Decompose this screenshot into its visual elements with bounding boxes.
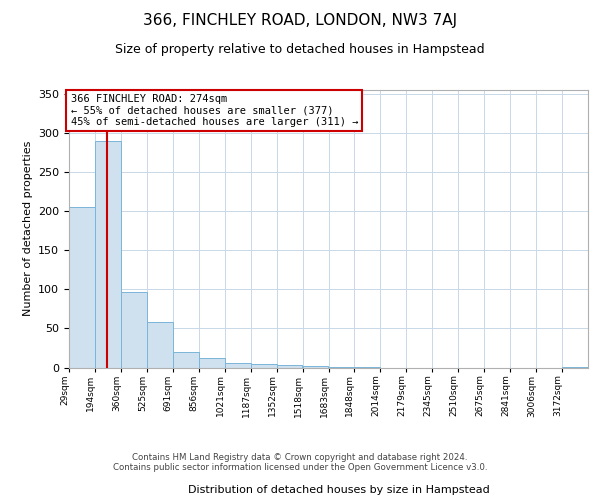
Bar xyxy=(251,364,277,368)
Bar xyxy=(121,292,147,368)
Bar xyxy=(199,358,224,368)
Bar xyxy=(224,363,251,368)
Bar xyxy=(277,365,302,368)
Text: Size of property relative to detached houses in Hampstead: Size of property relative to detached ho… xyxy=(115,42,485,56)
Bar xyxy=(329,366,355,368)
Text: Contains HM Land Registry data © Crown copyright and database right 2024.
Contai: Contains HM Land Registry data © Crown c… xyxy=(113,453,487,472)
Text: Distribution of detached houses by size in Hampstead: Distribution of detached houses by size … xyxy=(188,485,490,495)
Bar xyxy=(302,366,329,368)
Text: 366 FINCHLEY ROAD: 274sqm
← 55% of detached houses are smaller (377)
45% of semi: 366 FINCHLEY ROAD: 274sqm ← 55% of detac… xyxy=(71,94,358,127)
Bar xyxy=(562,366,588,368)
Bar xyxy=(69,208,95,368)
Bar xyxy=(355,366,380,368)
Text: 366, FINCHLEY ROAD, LONDON, NW3 7AJ: 366, FINCHLEY ROAD, LONDON, NW3 7AJ xyxy=(143,12,457,28)
Bar xyxy=(95,141,121,368)
Y-axis label: Number of detached properties: Number of detached properties xyxy=(23,141,32,316)
Bar xyxy=(147,322,173,368)
Bar xyxy=(173,352,199,368)
